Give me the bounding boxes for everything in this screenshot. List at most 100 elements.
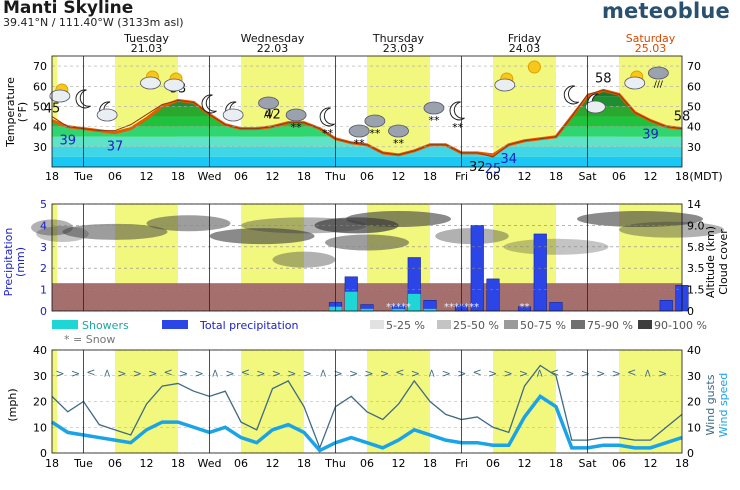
day-name: Wednesday [241,32,305,45]
day-name: Friday [508,32,542,45]
daylight-band [52,56,58,167]
moon-cloud-icon [96,101,118,122]
wind-arrow-icon: > [86,366,95,379]
wind-arrow-icon: > [425,369,438,378]
sun-cloud-icon [49,83,71,103]
panel-frame [51,203,683,312]
time-tick-label: 06 [612,457,626,470]
cloud-cover-blob [577,210,703,227]
time-tick-label: Tue [73,170,93,183]
precip-y-tick: 3 [40,241,47,254]
wind-speed-line [51,393,683,453]
precip-y-tick: 0 [40,305,47,318]
day-name: Saturday [626,32,676,45]
cloud-legend-label: 90-100 % [654,319,707,332]
shower-bar [392,308,405,311]
temperature-right-tick: 70 [687,60,701,73]
time-tick-label: 18 [171,170,185,183]
moon-icon [75,89,91,109]
temperature-y-tick: 70 [33,60,47,73]
time-tick-label: 12 [392,457,406,470]
cloud-legend-label: 5-25 % [386,319,425,332]
wind-right-tick: 30 [687,370,701,383]
time-tick-label: 06 [234,457,248,470]
sun-cloud-icon [494,72,516,92]
temperature-y-tick: 60 [33,80,47,93]
time-tick-label: Tue [73,457,93,470]
temperature-right-tick: 60 [687,80,701,93]
wind-right-tick: 20 [687,396,701,409]
time-tick-label: 12 [140,457,154,470]
time-tick-label: Wed [198,170,222,183]
snow-legend-label: * = Snow [64,333,115,346]
moon-cloud-icon [222,101,244,122]
altitude-tick: 3.5 [687,262,705,275]
temperature-y-tick: 30 [33,141,47,154]
showers-legend-label: Showers [82,319,129,332]
wind-arrow-icon: > [411,367,420,380]
cloud-icon [364,114,386,128]
brand-logo[interactable]: meteoblue [601,0,730,23]
wind-right-tick: 0 [687,447,694,460]
snowflake-icon: ** [291,121,303,134]
total-precip-bar [549,302,563,312]
rain-icon: /// [654,80,664,90]
wind-arrow-icon: > [442,367,451,380]
temperature-y-tick: 40 [33,121,47,134]
cloud-cover-blob [346,210,451,227]
sun-icon [527,60,541,74]
time-tick-label: 12 [518,457,532,470]
time-tick-label: 18 [549,170,563,183]
wind-right-tick: 10 [687,421,701,434]
total-precip-bar [486,278,500,312]
total-precip-bar [533,233,547,312]
wind-arrow-icon: > [488,367,497,380]
moon-icon [563,85,580,105]
wind-right-tick: 40 [687,344,701,357]
cloud-icon [584,100,606,114]
temperature-axis-label: Temperature [4,77,17,148]
precip-y-tick: 1 [40,284,47,297]
wind-arrow-icon: > [303,367,312,380]
wind-arrow-icon: > [612,367,621,380]
panel-frame [51,349,683,454]
temperature-label: 25 [485,162,502,177]
total-precip-bar [659,300,673,312]
cloud-swatch [437,320,451,329]
showers-swatch [52,320,78,329]
temperature-label: 39 [59,134,76,149]
precip-legend: Showers Total precipitation * = Snow 5-25 %… [52,319,707,346]
wind-arrow-icon: > [380,367,389,380]
moon-icon [201,94,217,114]
altitude-tick: 9.0 [687,219,705,232]
wind-arrow-icon: > [627,366,636,379]
wind-arrow-icon: > [256,367,265,380]
snowflake-icon: ** [354,137,366,150]
cloud-icon [647,66,669,80]
time-tick-label: 06 [108,170,122,183]
sun-cloud-icon [140,70,161,90]
time-unit-label: (MDT) [689,170,722,183]
snow-marker: ** [520,302,530,313]
wind-arrow-icon: > [658,367,667,380]
wind-arrow-icon: > [272,367,281,380]
sun-cloud-icon [163,72,185,92]
cloud-cover-blob [619,221,724,238]
temperature-axis-unit: (°F) [16,102,29,122]
snowflake-icon: ** [428,114,440,127]
cloud-icon [388,124,409,138]
temperature-line-secondary [51,89,683,158]
time-tick-label: Thu [324,170,346,183]
moon-snow-icon: ** [319,107,335,140]
time-tick-label: 18 [675,457,689,470]
wind-arrow-icon: > [333,367,342,380]
wind-arrow-icon: > [117,367,126,380]
wind-y-tick: 10 [33,421,47,434]
time-tick-label: 06 [486,457,500,470]
time-tick-label: 12 [392,170,406,183]
wind-arrow-icon: > [209,369,222,378]
wind-arrow-icon: > [100,369,113,378]
day-date: 21.03 [131,42,163,55]
day-name: Tuesday [123,32,169,45]
wind-speed-axis-label: Wind speed [717,373,730,437]
